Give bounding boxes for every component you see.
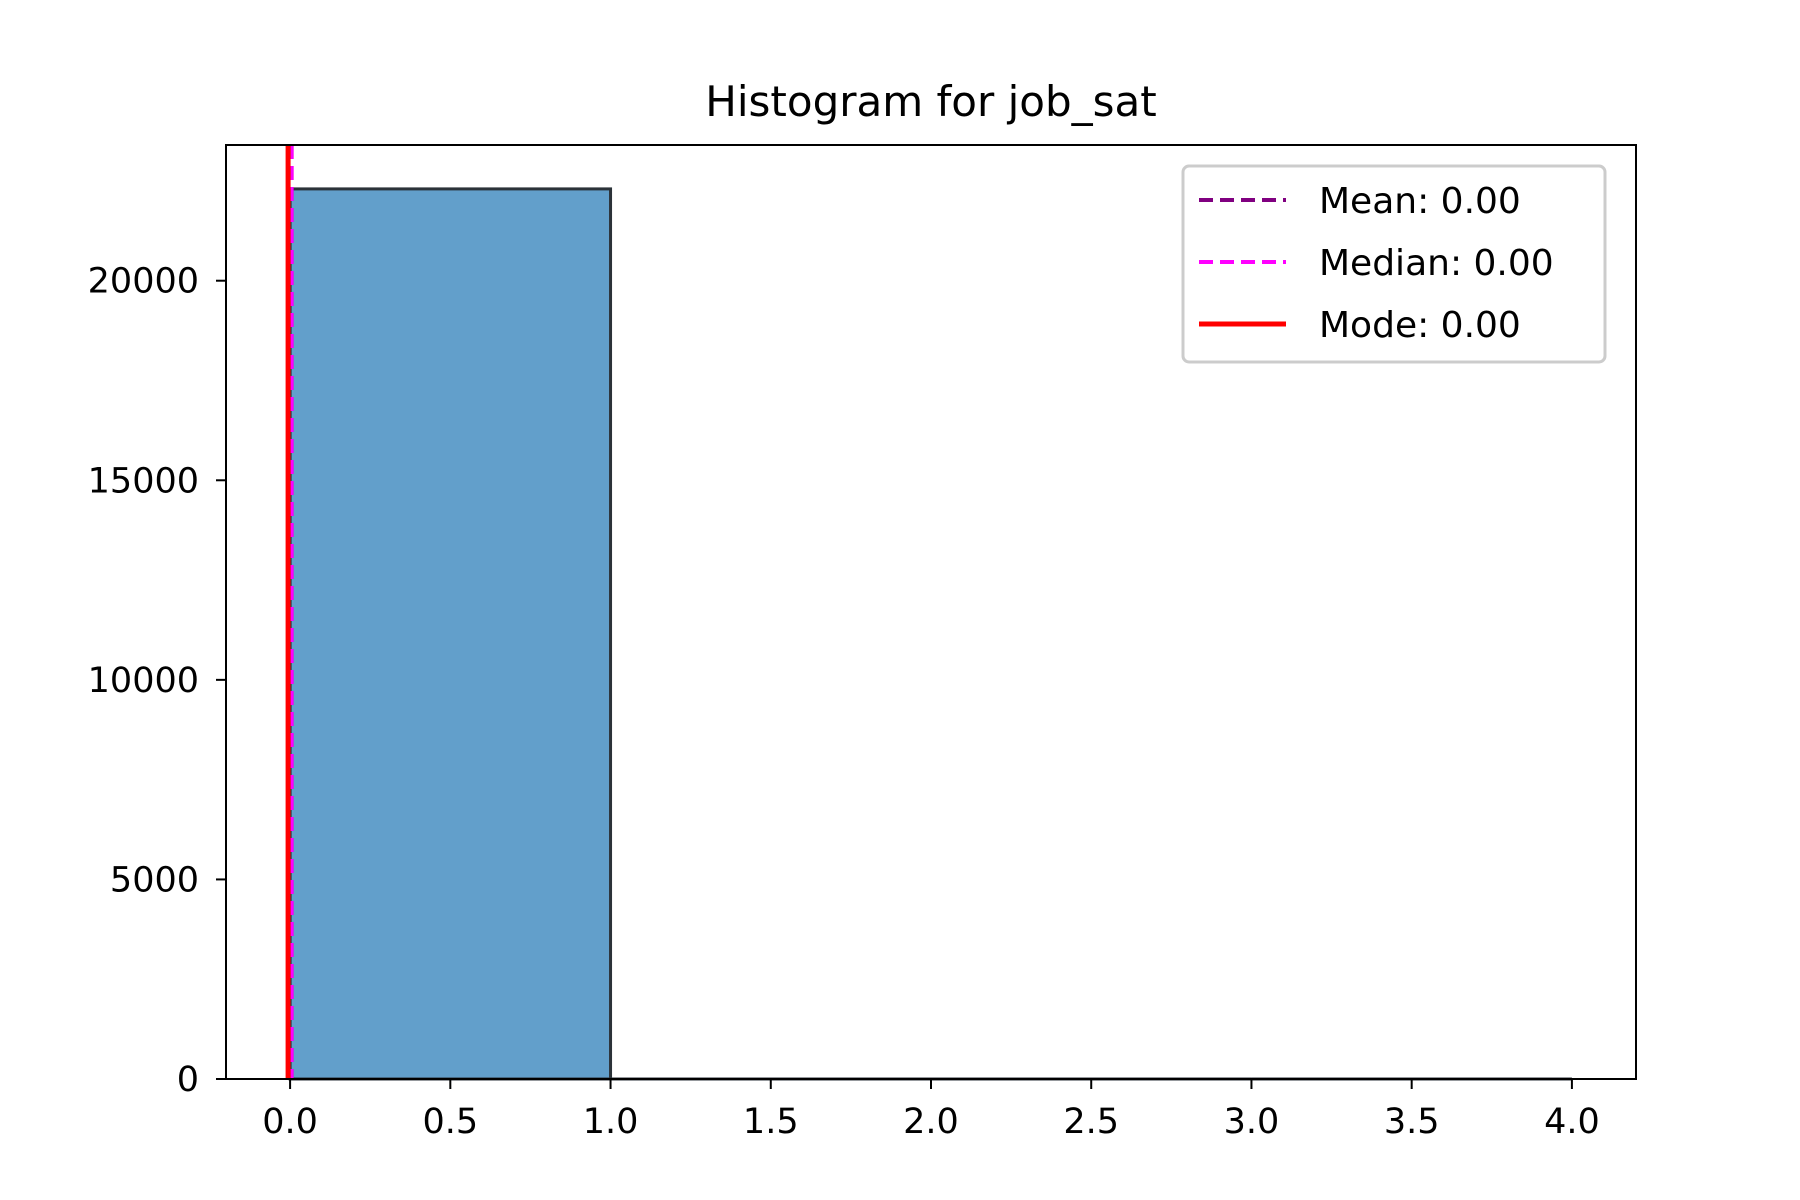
x-tick-label: 3.5 [1384, 1102, 1440, 1142]
legend-label: Median: 0.00 [1319, 243, 1554, 284]
x-tick-label: 1.5 [743, 1102, 799, 1142]
y-tick-label: 15000 [88, 461, 199, 501]
legend-label: Mean: 0.00 [1319, 181, 1521, 222]
y-tick-label: 10000 [88, 661, 199, 701]
reference-lines-group [285, 145, 294, 1079]
x-axis: 0.0 0.5 1.0 1.5 2.0 2.5 3.0 3.5 4.0 [262, 1079, 1600, 1142]
x-tick-label: 2.0 [903, 1102, 959, 1142]
legend-item-median: Median: 0.00 [1199, 243, 1554, 284]
x-tick-label: 2.5 [1063, 1102, 1119, 1142]
x-tick-label: 4.0 [1544, 1102, 1600, 1142]
y-tick-label: 20000 [88, 262, 199, 302]
x-tick-label: 0.5 [422, 1102, 478, 1142]
x-tick-label: 1.0 [583, 1102, 639, 1142]
y-tick-label: 0 [177, 1060, 199, 1100]
legend: Mean: 0.00 Median: 0.00 Mode: 0.00 [1181, 164, 1607, 364]
x-tick-label: 0.0 [262, 1102, 318, 1142]
x-tick-label: 3.0 [1224, 1102, 1280, 1142]
legend-item-mean: Mean: 0.00 [1199, 181, 1521, 222]
legend-box [1181, 164, 1607, 364]
y-axis: 0 5000 10000 15000 20000 [88, 262, 226, 1100]
y-tick-label: 5000 [110, 860, 199, 900]
legend-item-mode: Mode: 0.00 [1199, 305, 1521, 346]
bars-group [288, 187, 1572, 1081]
legend-label: Mode: 0.00 [1319, 305, 1521, 346]
chart-title: Histogram for job_sat [705, 77, 1156, 126]
histogram-bar [288, 187, 613, 1081]
